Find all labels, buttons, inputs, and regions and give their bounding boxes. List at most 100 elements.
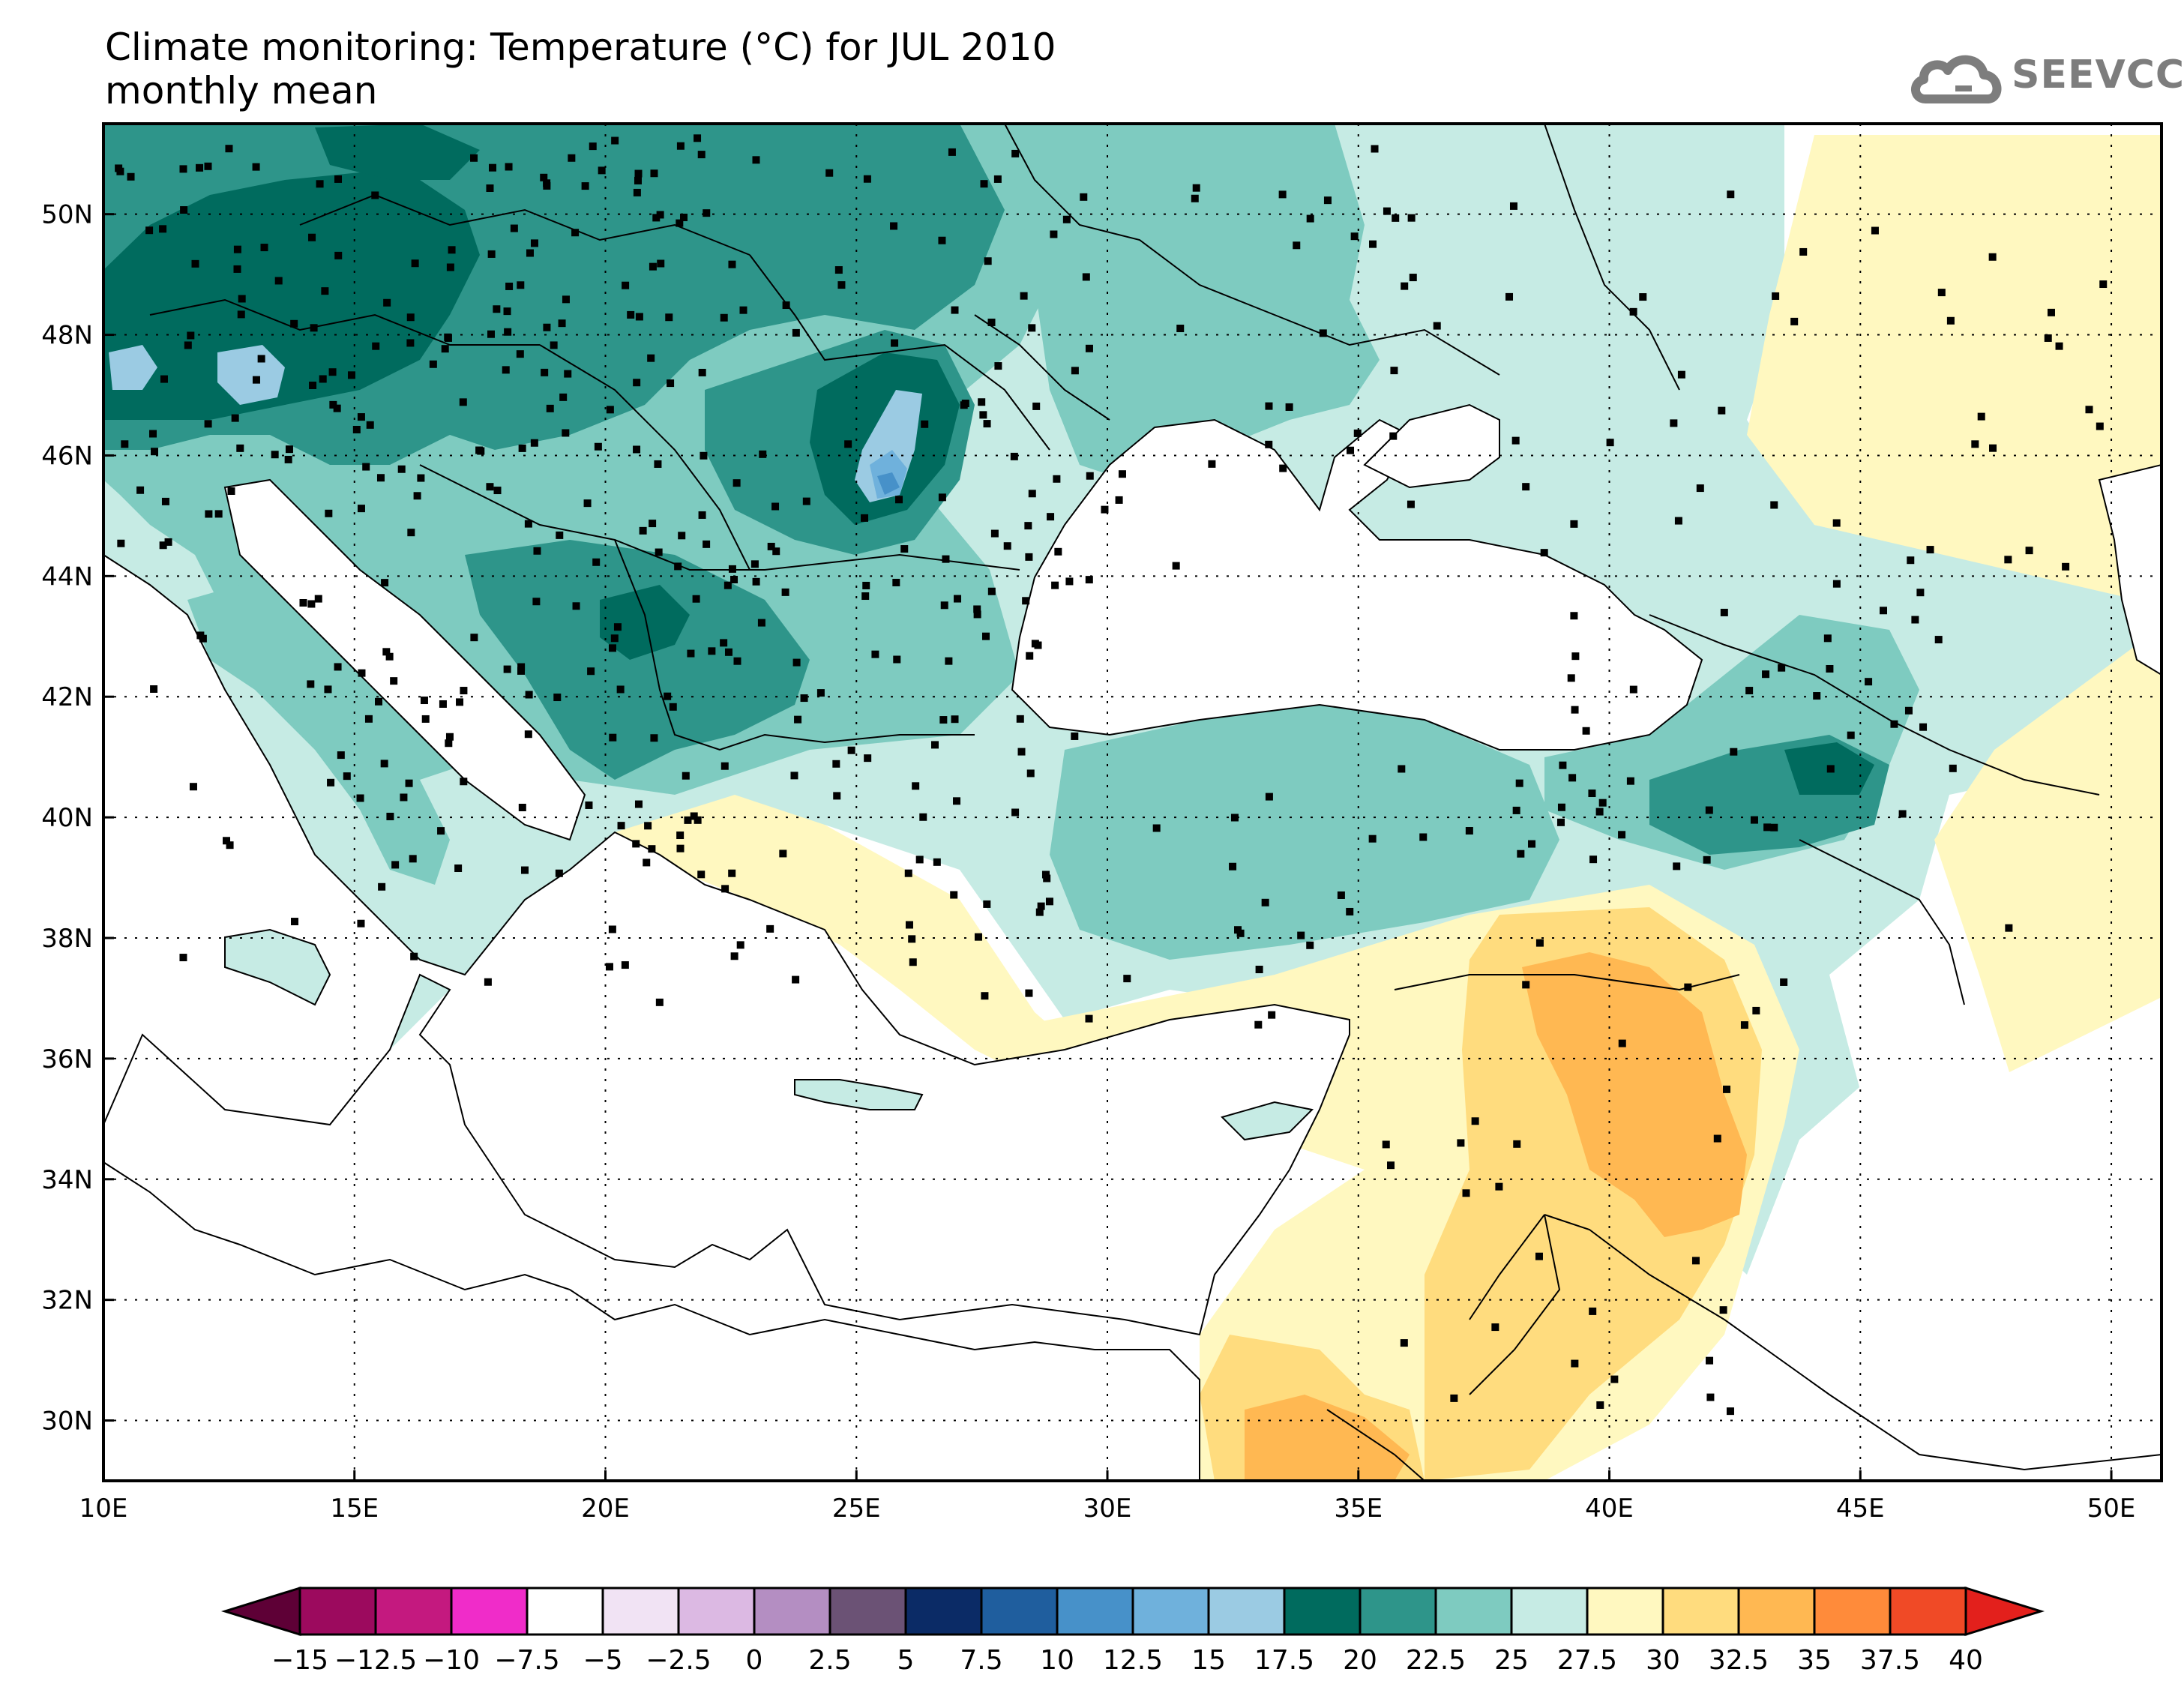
contour-band-32.5-35-sinai	[1245, 1395, 1410, 1481]
colorbar-label: 7.5	[960, 1645, 1002, 1676]
station-marker	[1674, 517, 1682, 525]
station-marker	[334, 175, 343, 183]
station-marker	[1419, 833, 1428, 841]
station-marker	[1297, 931, 1305, 939]
station-marker	[633, 188, 641, 196]
station-marker	[385, 652, 394, 661]
station-marker	[766, 924, 774, 933]
station-marker	[1745, 687, 1754, 695]
station-marker	[291, 918, 299, 926]
station-marker	[225, 145, 233, 153]
station-marker	[257, 355, 265, 363]
station-marker	[730, 576, 738, 584]
station-marker	[1028, 490, 1036, 498]
station-marker	[1571, 706, 1579, 714]
x-tick-label: 30E	[1083, 1494, 1132, 1524]
station-marker	[196, 163, 204, 172]
station-marker	[204, 420, 212, 428]
station-marker	[679, 213, 688, 221]
station-marker	[1522, 483, 1530, 491]
station-marker	[1022, 597, 1030, 605]
station-marker	[900, 545, 909, 553]
title-line-1: Climate monitoring: Temperature (°C) for…	[105, 25, 1056, 69]
station-marker	[1513, 1140, 1521, 1148]
station-marker	[1285, 403, 1293, 411]
station-marker	[460, 778, 468, 786]
colorbar-swatch	[1737, 1587, 1816, 1636]
station-marker	[407, 529, 415, 537]
station-marker	[592, 558, 601, 566]
station-marker	[708, 647, 716, 655]
station-marker	[1433, 322, 1441, 330]
station-marker	[1017, 748, 1026, 756]
station-marker	[1740, 1021, 1748, 1029]
station-marker	[606, 406, 614, 414]
station-marker	[1890, 720, 1898, 728]
station-marker	[1085, 344, 1093, 352]
station-marker	[639, 526, 647, 535]
station-marker	[647, 354, 655, 362]
station-marker	[973, 605, 981, 613]
station-marker	[1176, 325, 1185, 333]
station-marker	[1750, 816, 1758, 824]
station-marker	[380, 760, 388, 768]
station-marker	[310, 324, 318, 332]
station-marker	[504, 328, 512, 336]
station-marker	[1677, 370, 1685, 379]
station-marker	[739, 306, 747, 314]
station-marker	[703, 540, 711, 548]
station-marker	[1371, 145, 1379, 153]
station-marker	[750, 560, 759, 568]
station-marker	[759, 450, 767, 458]
station-marker	[1471, 1117, 1479, 1125]
y-tick-label: 42N	[41, 682, 93, 712]
x-axis-ticks: 10E 15E 20E 25E 30E 35E 40E 45E 50E	[79, 1470, 2135, 1524]
station-marker	[587, 667, 595, 676]
colorbar: −15 −12.5 −10 −7.5 −5 −2.5 0 2.5 5 7.5 10 12.5 15 17.…	[220, 1586, 2045, 1676]
station-marker	[942, 555, 950, 563]
colorbar-swatch	[1056, 1587, 1134, 1636]
station-marker	[1570, 612, 1578, 620]
station-marker	[644, 822, 652, 830]
station-marker	[1588, 790, 1596, 798]
x-tick-label: 15E	[330, 1494, 379, 1524]
station-marker	[525, 691, 533, 699]
station-marker	[847, 746, 855, 754]
station-marker	[321, 287, 329, 295]
station-marker	[1726, 1407, 1734, 1416]
station-marker	[585, 801, 593, 809]
station-marker	[1618, 831, 1626, 839]
station-marker	[325, 509, 333, 517]
station-marker	[649, 262, 657, 271]
station-marker	[1010, 452, 1018, 460]
colorbar-label: −10	[423, 1645, 480, 1676]
station-marker	[1353, 429, 1362, 437]
station-marker	[553, 694, 562, 702]
station-marker	[649, 520, 657, 528]
station-marker	[484, 978, 492, 986]
station-marker	[698, 368, 706, 376]
contour-band-22.5-25-east-europe	[1005, 124, 1380, 495]
y-tick-label: 48N	[41, 321, 93, 351]
station-marker	[676, 142, 685, 150]
station-marker	[1871, 226, 1879, 235]
station-marker	[2005, 924, 2013, 932]
station-marker	[410, 952, 418, 960]
country-borders	[149, 124, 2162, 1481]
station-marker	[982, 632, 990, 640]
station-marker	[979, 411, 987, 419]
colorbar-swatch	[374, 1587, 453, 1636]
station-marker	[1772, 292, 1780, 300]
station-marker	[767, 542, 775, 550]
station-marker	[314, 595, 322, 603]
station-marker	[634, 176, 642, 184]
colorbar-label: 10	[1040, 1645, 1074, 1676]
colorbar-label: 20	[1343, 1645, 1377, 1676]
station-marker	[598, 166, 606, 175]
station-marker	[1582, 727, 1590, 735]
station-marker	[684, 816, 692, 824]
station-marker	[954, 595, 962, 603]
colorbar-swatch	[1434, 1587, 1513, 1636]
station-marker	[1946, 316, 1955, 325]
station-marker	[939, 716, 948, 724]
